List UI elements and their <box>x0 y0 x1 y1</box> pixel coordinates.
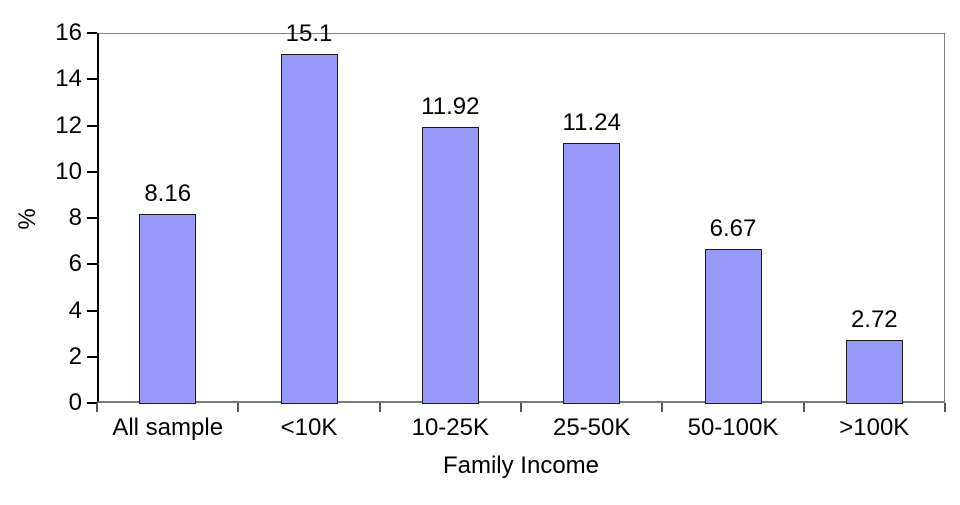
x-tick-label: 10-25K <box>411 414 489 441</box>
bar <box>139 214 197 404</box>
y-tick-mark <box>87 124 97 127</box>
y-tick-label: 14 <box>55 65 82 93</box>
x-tick-mark <box>96 403 98 412</box>
y-tick-label: 4 <box>68 296 82 324</box>
y-tick-label: 12 <box>55 111 82 139</box>
y-tick-mark <box>87 402 97 404</box>
bar-value-label: 2.72 <box>850 306 898 334</box>
y-tick-mark <box>87 217 97 219</box>
x-tick-label: 25-50K <box>552 414 631 441</box>
x-tick-label: 50-100K <box>687 414 779 441</box>
y-tick-mark <box>87 78 97 81</box>
x-tick-label: All sample <box>112 414 224 441</box>
x-tick-mark <box>802 403 805 412</box>
y-tick-mark <box>87 32 97 34</box>
bar-value-label: 11.92 <box>421 93 480 121</box>
y-tick-label: 8 <box>68 204 82 231</box>
y-tick-label: 10 <box>55 157 82 185</box>
x-tick-label: >100K <box>839 414 910 441</box>
bar-value-label: 15.1 <box>285 19 333 47</box>
x-tick-mark <box>237 403 240 412</box>
plot-area <box>97 33 945 403</box>
bar-value-label: 6.67 <box>709 214 757 242</box>
y-tick-mark <box>87 309 97 312</box>
x-tick-mark <box>661 403 664 412</box>
bar <box>704 248 762 404</box>
x-axis-title: Family Income <box>442 452 600 479</box>
bar <box>563 143 621 404</box>
y-tick-mark <box>87 263 97 266</box>
bar-value-label: 8.16 <box>144 180 192 208</box>
bar <box>845 340 903 404</box>
x-tick-mark <box>378 403 381 412</box>
x-tick-mark <box>520 403 522 412</box>
y-tick-label: 2 <box>68 342 82 370</box>
x-tick-label: <10K <box>280 414 338 441</box>
bar <box>280 53 338 404</box>
y-tick-label: 0 <box>68 389 82 416</box>
y-tick-mark <box>87 170 97 173</box>
y-tick-label: 16 <box>55 19 82 46</box>
y-tick-mark <box>87 355 97 358</box>
y-tick-label: 6 <box>68 250 82 278</box>
bar-value-label: 11.24 <box>562 109 621 137</box>
bar <box>421 127 479 404</box>
x-tick-mark <box>944 403 946 412</box>
